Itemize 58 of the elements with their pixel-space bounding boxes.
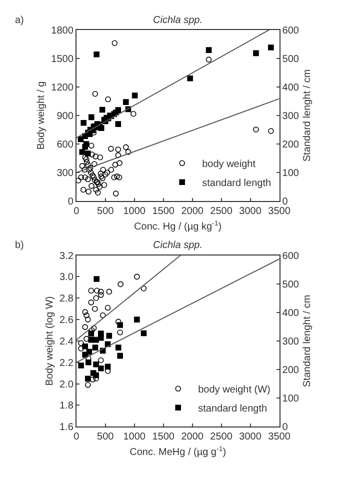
legend-label: body weight (W) [198, 384, 270, 396]
x-tick-label: 500 [97, 206, 114, 218]
y-tick-label: 2.2 [59, 358, 74, 369]
y-tick-label: 2.4 [59, 336, 74, 348]
x-tick-label: 500 [97, 432, 114, 443]
x-tick-label: 1000 [123, 206, 146, 218]
y-tick-label: 1500 [51, 54, 74, 65]
x-tick-label: 3500 [268, 432, 291, 443]
y2-tick-label: 400 [282, 82, 300, 94]
x-tick-label: 1500 [152, 206, 175, 218]
y2-tick-label: 300 [282, 336, 300, 348]
y-tick-label: 3.0 [59, 272, 74, 284]
y2-tick-label: 0 [282, 196, 288, 208]
y-tick-label: 1800 [51, 25, 74, 36]
y-tick-label: 1.8 [59, 400, 74, 412]
x-tick-label: 2500 [210, 206, 233, 218]
x-tick-label: 2000 [181, 432, 204, 443]
x-tick-label: 3000 [239, 432, 262, 443]
y-tick-label: 1200 [51, 82, 74, 94]
text: a) [15, 15, 24, 26]
legend-label: body weight [202, 159, 256, 170]
y-tick-label: 300 [56, 168, 74, 180]
y2-tick-label: 500 [282, 279, 300, 290]
chart-title: Cichla spp. [153, 15, 202, 26]
y2-tick-label: 200 [282, 365, 300, 376]
y2-tick-label: 300 [282, 110, 300, 122]
legend-label: standard length [202, 178, 272, 190]
x-tick-label: 1500 [152, 432, 175, 443]
y2-axis-title: Standard lenght / cm [302, 69, 313, 162]
y2-axis-title: Standard lenght / cm [302, 294, 313, 388]
text: b) [15, 240, 24, 251]
y-tick-label: 2.8 [59, 294, 74, 305]
x-tick-label: 2000 [181, 206, 204, 218]
y2-tick-label: 600 [282, 250, 300, 262]
y-tick-label: 0 [68, 196, 74, 208]
y2-tick-label: 500 [282, 54, 300, 65]
x-axis-title: Conc. Hg / (µg kg$^{-1}$) [134, 220, 222, 233]
x-tick-label: 2500 [210, 432, 233, 443]
y-tick-label: 1.6 [59, 422, 74, 434]
y-axis-title: Body weight (log W) [44, 296, 56, 386]
x-tick-label: 3500 [268, 206, 291, 218]
y2-tick-label: 200 [282, 140, 300, 151]
y-axis-title: Body weight / g [36, 81, 48, 150]
y2-tick-label: 100 [282, 394, 300, 405]
x-tick-label: 1000 [123, 432, 146, 443]
y-tick-label: 3.2 [59, 250, 74, 262]
y-tick-label: 600 [56, 140, 74, 151]
y2-tick-label: 100 [282, 168, 300, 180]
legend-label: standard length [198, 404, 268, 415]
y2-tick-label: 600 [282, 25, 300, 36]
y-tick-label: 2.6 [59, 315, 74, 326]
y2-tick-label: 400 [282, 308, 300, 319]
y-tick-label: 900 [56, 110, 74, 122]
y-tick-label: 2.0 [59, 379, 74, 390]
x-axis-title: Conc. MeHg / (µg g$^{-1}$) [130, 446, 226, 458]
x-tick-label: 3000 [239, 206, 262, 218]
y2-tick-label: 0 [282, 422, 288, 434]
chart-title: Cichla spp. [153, 240, 202, 251]
